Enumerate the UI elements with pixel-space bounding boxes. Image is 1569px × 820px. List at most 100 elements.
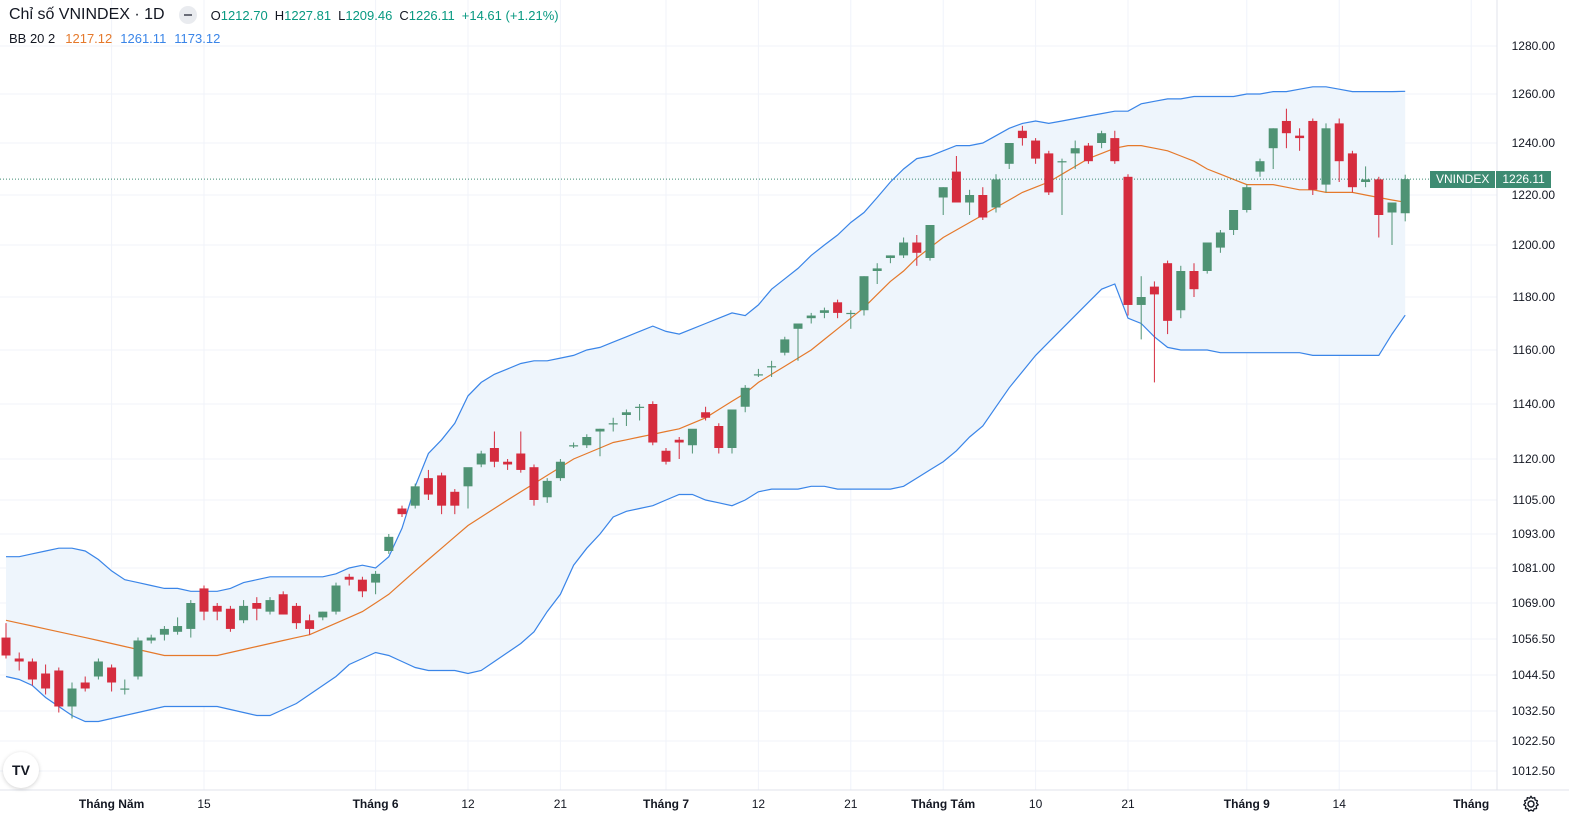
candle-up	[93, 658, 103, 680]
candle-body	[93, 661, 103, 677]
candle-body	[819, 310, 829, 313]
candle-down	[1189, 263, 1199, 297]
candle-body	[159, 628, 169, 635]
candle-body	[344, 576, 354, 580]
y-tick-label: 1032.50	[1512, 704, 1556, 718]
candle-body	[938, 187, 948, 198]
candle-body	[1004, 143, 1014, 164]
candle-body	[569, 445, 579, 447]
candle-up	[991, 174, 1001, 213]
candle-down	[291, 603, 301, 629]
candle-up	[767, 360, 777, 377]
candle-body	[714, 426, 724, 448]
y-tick-label: 1180.00	[1513, 290, 1556, 304]
candle-down	[1017, 125, 1027, 146]
candle-body	[648, 404, 658, 443]
candle-body	[384, 536, 394, 551]
candle-body	[107, 667, 117, 683]
gear-icon[interactable]	[1521, 794, 1541, 814]
bollinger-bands	[0, 86, 1430, 723]
candle-down	[1334, 118, 1344, 182]
x-tick-label: 21	[1121, 797, 1135, 811]
candle-body	[872, 268, 882, 271]
candle-body	[331, 585, 341, 612]
candle-down	[437, 472, 447, 515]
candle-down	[1110, 130, 1120, 164]
candle-down	[1123, 174, 1133, 316]
minus-icon[interactable]	[178, 6, 197, 24]
candle-up	[885, 255, 895, 264]
candle-down	[489, 431, 499, 468]
candle-down	[423, 469, 433, 500]
candle-body	[978, 195, 988, 218]
candle-body	[1110, 138, 1120, 162]
candle-body	[542, 480, 552, 498]
candle-body	[14, 658, 24, 662]
candle-body	[780, 339, 790, 353]
candle-down	[833, 299, 843, 319]
candle-body	[687, 428, 697, 446]
candle-down	[27, 658, 37, 686]
candle-up	[555, 459, 565, 481]
candle-body	[1031, 140, 1041, 159]
candle-down	[1083, 143, 1093, 164]
candle-body	[133, 640, 143, 677]
candle-body	[925, 225, 935, 258]
candle-down	[80, 676, 90, 692]
candle-body	[1215, 232, 1225, 248]
candle-up	[1202, 242, 1212, 274]
candle-body	[265, 600, 275, 612]
candle-up	[173, 617, 183, 635]
candle-down	[14, 652, 24, 671]
candle-body	[1334, 123, 1344, 162]
legend-bollinger: BB 20 2 1217.12 1261.11 1173.12	[9, 29, 220, 47]
candle-up	[120, 679, 130, 695]
candle-up	[542, 478, 552, 503]
candle-down	[701, 406, 711, 421]
candle-body	[608, 423, 618, 425]
bb-upper-value: 1261.11	[120, 30, 167, 46]
tradingview-logo[interactable]: TV	[3, 752, 39, 788]
candle-up	[1136, 276, 1146, 340]
y-tick-label: 1220.00	[1512, 188, 1556, 202]
candle-body	[27, 661, 37, 680]
candle-down	[661, 448, 671, 465]
candle-body	[1361, 179, 1371, 182]
candle-up	[753, 368, 763, 377]
candle-up	[410, 483, 420, 509]
y-tick-label: 1044.50	[1512, 668, 1556, 682]
candle-body	[1229, 210, 1239, 230]
bb-lower-line	[5, 283, 1406, 723]
candle-body	[1070, 148, 1080, 154]
x-tick-label: 14	[1333, 797, 1347, 811]
candle-body	[318, 611, 328, 618]
candle-down	[212, 603, 222, 621]
x-tick-label: 12	[461, 797, 475, 811]
x-tick-label: Tháng Tám	[911, 797, 975, 811]
candle-body	[212, 605, 222, 612]
candle-body	[899, 242, 909, 256]
x-tick-label: 15	[197, 797, 211, 811]
candle-down	[648, 401, 658, 446]
candle-down	[278, 591, 288, 615]
x-tick-label: Tháng 9	[1224, 797, 1270, 811]
candle-up	[635, 404, 645, 421]
candle-up	[780, 336, 790, 356]
candle-body	[1044, 153, 1054, 193]
candle-up	[819, 307, 829, 319]
candle-up	[740, 385, 750, 413]
candle-down	[1374, 176, 1384, 238]
candle-body	[225, 608, 235, 629]
candle-body	[252, 603, 262, 609]
candle-body	[727, 409, 737, 448]
candle-body	[516, 453, 526, 470]
y-tick-label: 1105.00	[1513, 493, 1556, 507]
candle-up	[727, 409, 737, 454]
candle-up	[621, 409, 631, 426]
candle-body	[54, 670, 64, 707]
candle-down	[503, 459, 513, 470]
y-tick-label: 1240.00	[1512, 136, 1556, 150]
candle-body	[80, 682, 90, 689]
candle-body	[1242, 187, 1252, 210]
